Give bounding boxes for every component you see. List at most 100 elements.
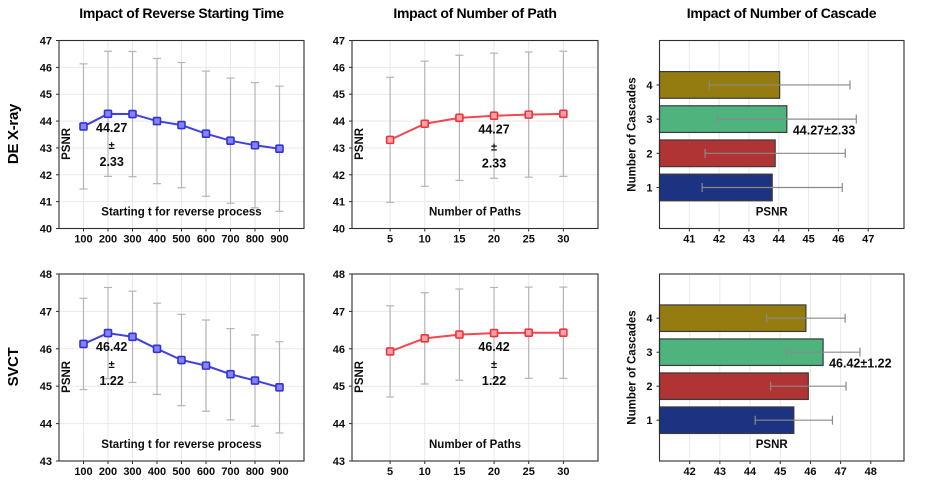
x-tick-label: 200	[99, 234, 117, 246]
bars	[658, 71, 788, 202]
x-tick-label: 15	[453, 466, 465, 478]
y-tick-label: 4	[646, 313, 653, 325]
y-tick-label: 1	[646, 182, 652, 194]
x-tick-label: 45	[774, 466, 786, 478]
chart-dexray-reverse-starting-time: Starting t for reverse process PSNR 44.27 ±…	[40, 36, 305, 246]
y-tick-label: 3	[646, 114, 652, 126]
plot-border	[351, 39, 599, 230]
x-tick-label: 600	[197, 466, 215, 478]
x-tick-label: 43	[743, 234, 755, 246]
y-tick-label: 48	[333, 269, 345, 281]
x-axis-label: Starting t for reverse process	[101, 439, 261, 451]
chart-svct-number-of-cascades: 1 2 3 4 PSNR Number of Cascades 46.42±1.22 42 43…	[627, 273, 905, 478]
x-tick-label: 48	[865, 466, 877, 478]
row-label-svct: SVCT	[5, 347, 22, 387]
plot-border	[658, 273, 905, 462]
x-tick-label: 47	[834, 466, 846, 478]
y-tick-label: 40	[40, 224, 52, 236]
annotation: 44.27 ±2.33	[478, 123, 509, 171]
chart-title-number-of-path: Impact of Number of Path	[393, 5, 557, 21]
data-marker	[128, 109, 137, 119]
plot-border	[351, 273, 599, 462]
y-tick-label: 41	[333, 197, 345, 209]
annotation-line: ±	[109, 359, 115, 371]
bar	[658, 304, 807, 333]
annotation-line: 46.42	[96, 340, 127, 354]
x-tick-label: 5	[387, 466, 393, 478]
annotation: 44.27 ±2.33	[96, 121, 127, 169]
data-marker	[455, 330, 464, 339]
data-marker	[559, 328, 568, 338]
annotation-line: ±	[491, 142, 497, 154]
tick-marks	[656, 317, 872, 464]
data-marker	[128, 332, 137, 342]
data-marker	[79, 339, 88, 349]
y-tick-label: 1	[646, 415, 652, 427]
data-marker	[420, 334, 430, 343]
chart-title-reverse-starting-time: Impact of Reverse Starting Time	[79, 5, 284, 21]
plot-background	[352, 274, 598, 461]
x-axis-label: PSNR	[756, 439, 789, 451]
data-marker	[385, 347, 395, 356]
x-axis-label: PSNR	[756, 207, 789, 219]
tick-marks	[349, 273, 564, 464]
x-tick-label: 20	[488, 234, 500, 246]
data-marker	[201, 129, 211, 138]
x-tick-label: 44	[773, 234, 786, 246]
data-markers	[79, 328, 284, 392]
data-marker	[489, 328, 499, 338]
data-marker	[420, 119, 430, 129]
y-tick-label: 3	[646, 347, 652, 359]
data-marker	[275, 383, 284, 392]
annotation-line: 2.33	[100, 155, 124, 169]
annotation-line: 46.42	[478, 340, 509, 354]
data-marker	[226, 369, 235, 379]
x-tick-label: 100	[74, 466, 92, 478]
error-bars	[754, 313, 861, 425]
y-tick-label: 41	[40, 197, 52, 209]
y-tick-label: 4	[646, 80, 653, 92]
data-marker	[177, 120, 186, 130]
data-marker	[152, 344, 162, 354]
chart-title-number-of-cascade: Impact of Number of Cascade	[686, 5, 877, 21]
data-marker	[201, 361, 211, 370]
plot-background	[352, 40, 598, 229]
chart-dexray-number-of-paths: Number of Paths PSNR 44.27 ±2.33 5 10 15 20 25 30…	[333, 36, 599, 246]
y-tick-label: 43	[40, 143, 52, 155]
chart-svct-number-of-paths: Number of Paths PSNR 46.42 ±1.22 5 10 15 20 25 30…	[333, 269, 599, 478]
y-tick-label: 47	[333, 36, 345, 48]
data-marker	[455, 113, 464, 123]
data-marker	[177, 355, 186, 365]
annotation: 46.42 ±1.22	[478, 340, 509, 388]
data-marker	[385, 135, 395, 145]
data-line	[389, 331, 564, 353]
y-tick-label: 45	[40, 89, 52, 101]
x-tick-label: 30	[557, 466, 569, 478]
annotation-line: 44.27	[96, 121, 127, 135]
data-markers	[79, 109, 284, 154]
data-marker	[226, 136, 235, 145]
tick-marks	[56, 40, 280, 232]
x-tick-label: 700	[221, 466, 239, 478]
annotation-line: 2.33	[482, 157, 506, 171]
y-tick-label: 43	[333, 143, 345, 155]
x-axis-label: Starting t for reverse process	[101, 207, 261, 219]
annotation-line: 1.22	[482, 374, 506, 388]
y-tick-label: 46	[333, 344, 345, 356]
y-tick-label: 42	[40, 170, 52, 182]
x-tick-label: 700	[221, 234, 239, 246]
y-tick-label: 44	[333, 419, 346, 431]
y-tick-label: 45	[40, 381, 52, 393]
data-marker	[103, 328, 113, 338]
x-tick-label: 30	[557, 234, 569, 246]
annotation-text: 46.42±1.22	[829, 356, 892, 370]
data-marker	[559, 109, 568, 119]
y-tick-label: 44	[40, 419, 53, 431]
y-axis-label: PSNR	[354, 360, 366, 393]
x-tick-label: 500	[172, 234, 190, 246]
y-tick-label: 44	[333, 116, 346, 128]
y-axis-label: PSNR	[354, 127, 366, 160]
tick-marks	[56, 273, 280, 464]
chart-dexray-number-of-cascades: 1 2 3 4 PSNR Number of Cascades 44.27±2.33 41 42…	[627, 39, 905, 246]
y-tick-label: 45	[333, 381, 345, 393]
